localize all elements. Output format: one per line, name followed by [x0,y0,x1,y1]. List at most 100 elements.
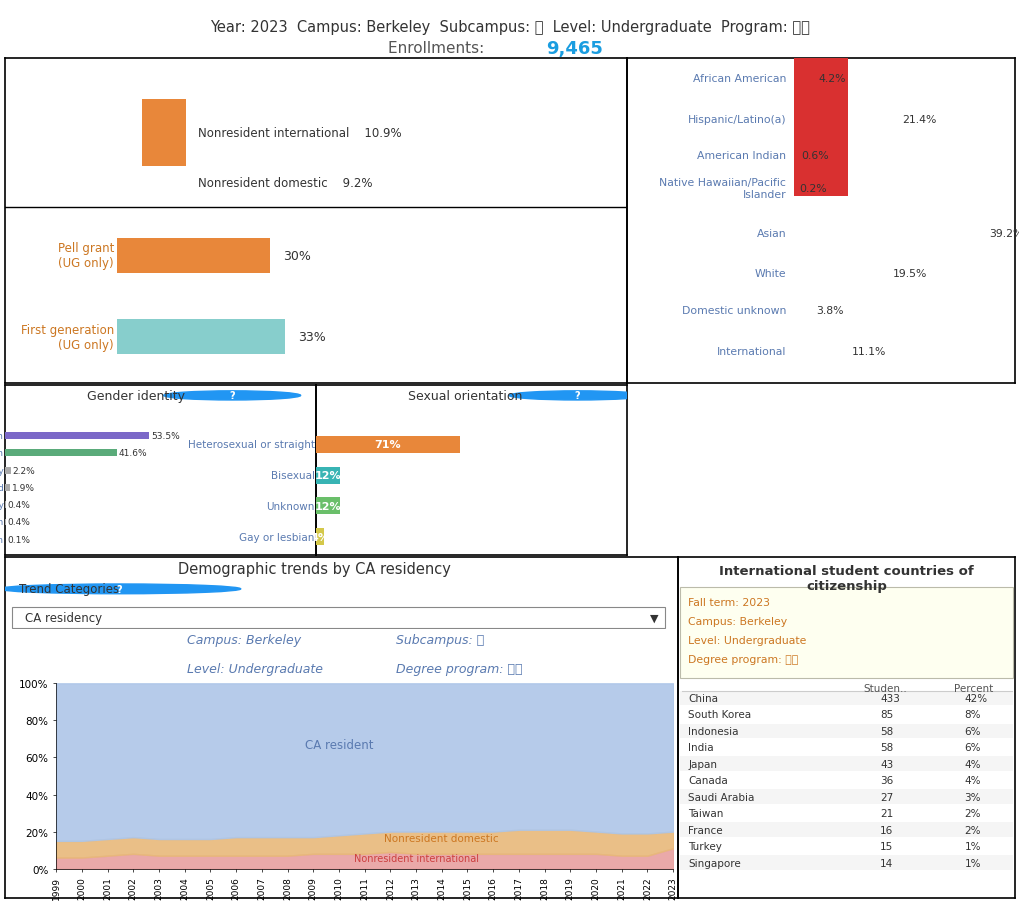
Text: Degree program: 全部: Degree program: 全部 [688,655,798,665]
Bar [680,839,1012,853]
Circle shape [0,584,240,594]
Text: ?: ? [229,391,234,401]
Circle shape [508,391,645,401]
Text: 71%: 71% [374,440,400,450]
Bar [316,498,340,515]
Text: France: France [688,824,722,834]
Text: 0.2%: 0.2% [798,183,825,194]
Text: CA resident    79.9%: CA resident 79.9% [474,77,608,90]
Bar [142,99,185,167]
Text: 1%: 1% [964,858,980,868]
Text: 0.4%: 0.4% [8,518,31,526]
Text: 4%: 4% [964,776,980,786]
Text: 33%: 33% [298,330,325,344]
Text: 19.5%: 19.5% [893,269,926,279]
Text: 43: 43 [879,759,893,769]
Text: China: China [688,694,717,703]
Text: International student countries of
citizenship: International student countries of citiz… [718,564,973,592]
Text: 6%: 6% [964,742,980,752]
FancyBboxPatch shape [680,588,1012,678]
Text: 21: 21 [879,808,893,818]
Text: Unknown: Unknown [266,501,314,511]
Text: Trend Categories: Trend Categories [18,582,118,596]
Text: 41.6%: 41.6% [118,449,148,458]
Text: Nonbinary: Nonbinary [0,466,3,475]
Text: Saudi Arabia: Saudi Arabia [688,792,754,802]
Text: Campus: Berkeley: Campus: Berkeley [186,633,301,647]
Bar [680,789,1012,805]
Text: 1%: 1% [964,842,980,852]
Text: Native Hawaiian/Pacific
Islander: Native Hawaiian/Pacific Islander [658,178,786,200]
Text: 4.2%: 4.2% [817,74,845,84]
Text: 3.8%: 3.8% [815,305,843,316]
Bar [5,450,117,457]
Text: Pell grant
(UG only): Pell grant (UG only) [57,242,114,270]
Text: 4%: 4% [964,759,980,769]
Text: 4%: 4% [311,532,329,542]
Text: Gay or lesbian: Gay or lesbian [239,532,314,542]
Text: Bisexual: Bisexual [270,470,314,480]
Text: Turkey: Turkey [688,842,721,852]
Text: Heterosexual or straight: Heterosexual or straight [187,440,314,450]
Text: 14: 14 [879,858,893,868]
Text: African American: African American [692,74,786,84]
Text: Nonresident domestic    9.2%: Nonresident domestic 9.2% [198,176,372,190]
Text: 12%: 12% [315,470,341,480]
Bar [316,528,324,545]
Bar [316,467,340,484]
Text: Degree program: 全部: Degree program: 全部 [395,662,522,675]
Text: International: International [716,346,786,357]
Text: American Indian: American Indian [697,151,786,162]
Text: Nonresident domestic: Nonresident domestic [384,833,498,842]
Bar [5,433,149,440]
Text: 9,465: 9,465 [545,40,602,58]
Text: 53.5%: 53.5% [151,432,179,441]
Text: 16: 16 [879,824,893,834]
Bar [142,0,185,18]
Text: Asian: Asian [756,228,786,238]
Bar [680,773,1012,787]
Text: South Korea: South Korea [688,710,751,720]
Text: 11.1%: 11.1% [851,346,886,357]
Text: 39.2%: 39.2% [988,228,1019,238]
Text: 0.1%: 0.1% [7,535,30,545]
Text: 2.2%: 2.2% [12,466,36,475]
Text: Demographic trends by CA residency: Demographic trends by CA residency [178,561,450,576]
Text: Man: Man [0,449,3,458]
Text: 21.4%: 21.4% [902,115,936,125]
Text: 58: 58 [879,742,893,752]
Text: ▼: ▼ [649,612,657,623]
Text: Transgender Man/Trans Man: Transgender Man/Trans Man [0,518,3,526]
Bar [680,757,1012,771]
Bar [793,51,848,197]
Text: 85: 85 [879,710,893,720]
Text: Not reported: Not reported [0,483,3,492]
Text: ?: ? [116,584,122,594]
Text: 42%: 42% [964,694,986,703]
Text: 2%: 2% [964,824,980,834]
Bar [5,467,11,474]
Text: Indonesia: Indonesia [688,726,738,736]
Text: Taiwan: Taiwan [688,808,723,818]
Text: ?: ? [574,391,580,401]
Text: 0.6%: 0.6% [800,151,827,162]
Bar [680,691,1012,705]
Text: Hispanic/Latino(a): Hispanic/Latino(a) [687,115,786,125]
Bar [680,806,1012,821]
Bar [680,855,1012,870]
Bar [5,484,10,491]
Text: 2%: 2% [964,808,980,818]
Text: Transgender Woman/Trans Woman: Transgender Woman/Trans Woman [0,535,3,545]
Text: 1.9%: 1.9% [12,483,35,492]
Bar [117,320,285,355]
Bar [680,823,1012,837]
Text: Sexual orientation: Sexual orientation [408,389,522,403]
Text: Fall term: 2023: Fall term: 2023 [688,598,769,608]
Text: 15: 15 [879,842,893,852]
Text: Singapore: Singapore [688,858,741,868]
Text: 6%: 6% [964,726,980,736]
Text: CA resident: CA resident [305,739,373,751]
Text: CA residency: CA residency [25,611,102,624]
Text: 58: 58 [879,726,893,736]
Text: Domestic unknown: Domestic unknown [681,305,786,316]
